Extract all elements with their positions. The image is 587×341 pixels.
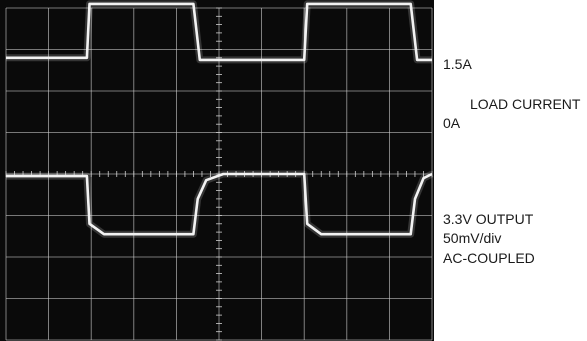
- current-title-label: LOAD CURRENT: [470, 96, 581, 112]
- current-zero-label: 0A: [443, 115, 461, 131]
- current-high-label: 1.5A: [443, 56, 472, 72]
- output-scale-label: 50mV/div: [443, 230, 502, 246]
- plot-traces: [6, 0, 434, 238]
- oscilloscope-plot: [0, 0, 434, 341]
- output-coupling-label: AC-COUPLED: [443, 250, 535, 266]
- output-title-label: 3.3V OUTPUT: [443, 211, 534, 227]
- load-current-trace: [6, 2, 432, 62]
- output-voltage-trace: [6, 172, 433, 236]
